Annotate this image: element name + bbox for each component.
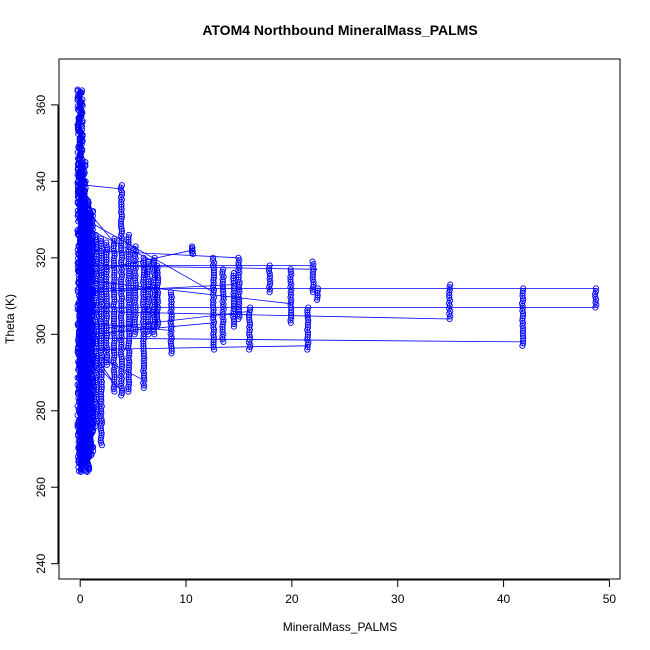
data-point [74, 86, 81, 93]
connection-line [86, 265, 318, 270]
series-line [521, 288, 524, 346]
data-point [287, 268, 294, 275]
data-point [247, 304, 254, 311]
x-tick-label: 0 [77, 592, 84, 606]
data-point [314, 289, 321, 297]
x-tick-label: 10 [179, 592, 193, 606]
data-point [111, 235, 118, 242]
x-tick-label: 30 [391, 592, 405, 606]
data-point [305, 304, 312, 311]
data-point [85, 197, 92, 204]
connection-line [85, 219, 214, 293]
data-point [92, 234, 99, 241]
data-point [314, 294, 321, 301]
data-point [118, 182, 125, 189]
y-tick-label: 240 [34, 553, 48, 573]
series-line [248, 307, 251, 350]
data-point [85, 205, 92, 212]
x-axis-label: MineralMass_PALMS [283, 620, 397, 634]
y-tick-label: 300 [34, 324, 48, 344]
data-points [74, 86, 600, 475]
data-point [151, 254, 158, 261]
data-point [310, 261, 317, 268]
series-line [212, 257, 215, 350]
data-point [314, 292, 321, 299]
data-point [77, 159, 84, 167]
data-point [209, 257, 217, 264]
data-point [140, 254, 147, 261]
data-point [167, 289, 174, 296]
data-point [167, 291, 175, 298]
data-point [81, 198, 88, 205]
y-tick-label: 360 [34, 95, 48, 115]
y-tick-label: 260 [34, 477, 48, 497]
data-point [82, 159, 89, 166]
data-point [314, 296, 321, 303]
data-point [447, 281, 454, 288]
data-point [144, 258, 152, 265]
data-point [287, 266, 294, 273]
data-point [309, 258, 316, 265]
data-point [520, 285, 527, 292]
data-point [97, 235, 105, 242]
data-point [235, 254, 242, 261]
y-axis-label: Theta (K) [3, 294, 17, 344]
data-point [125, 231, 133, 238]
data-point [92, 231, 99, 238]
data-point [219, 268, 226, 275]
data-point [220, 266, 227, 273]
data-point [446, 284, 453, 291]
data-point [103, 239, 110, 246]
data-point [132, 243, 139, 250]
y-tick-label: 320 [34, 247, 48, 267]
x-tick-label: 50 [603, 592, 617, 606]
x-tick-label: 20 [285, 592, 299, 606]
series-line [120, 185, 123, 396]
data-point [154, 264, 161, 271]
series-line [232, 273, 235, 327]
data-point [188, 243, 196, 250]
data-point [153, 262, 160, 269]
data-point [125, 234, 132, 241]
data-point [78, 87, 86, 94]
series-line [112, 238, 116, 392]
data-point [82, 161, 89, 168]
series-line [306, 307, 309, 350]
y-tick-label: 340 [34, 171, 48, 191]
data-point [86, 276, 93, 283]
data-point [519, 287, 526, 294]
data-point [314, 287, 321, 294]
x-tick-label: 40 [497, 592, 511, 606]
series-line [221, 269, 225, 343]
y-axis: 240 260 280 300 320 340 360 [34, 95, 59, 574]
data-point [97, 238, 104, 245]
data-point [592, 288, 600, 295]
chart-title: ATOM4 Northbound MineralMass_PALMS [202, 22, 477, 38]
data-point [111, 238, 118, 245]
data-point [266, 265, 273, 272]
x-axis: 0 10 20 30 40 50 [77, 579, 617, 606]
series-line [289, 269, 292, 323]
connection-line [86, 311, 450, 320]
data-point [210, 254, 217, 261]
data-point [103, 241, 110, 249]
data-point [246, 306, 254, 314]
data-point [266, 262, 273, 269]
data-point [314, 285, 321, 292]
connection-line [85, 184, 123, 190]
y-tick-label: 280 [34, 400, 48, 420]
plot-frame [58, 58, 621, 580]
data-point [140, 257, 147, 264]
data-point [592, 285, 600, 292]
data-point [150, 257, 157, 264]
